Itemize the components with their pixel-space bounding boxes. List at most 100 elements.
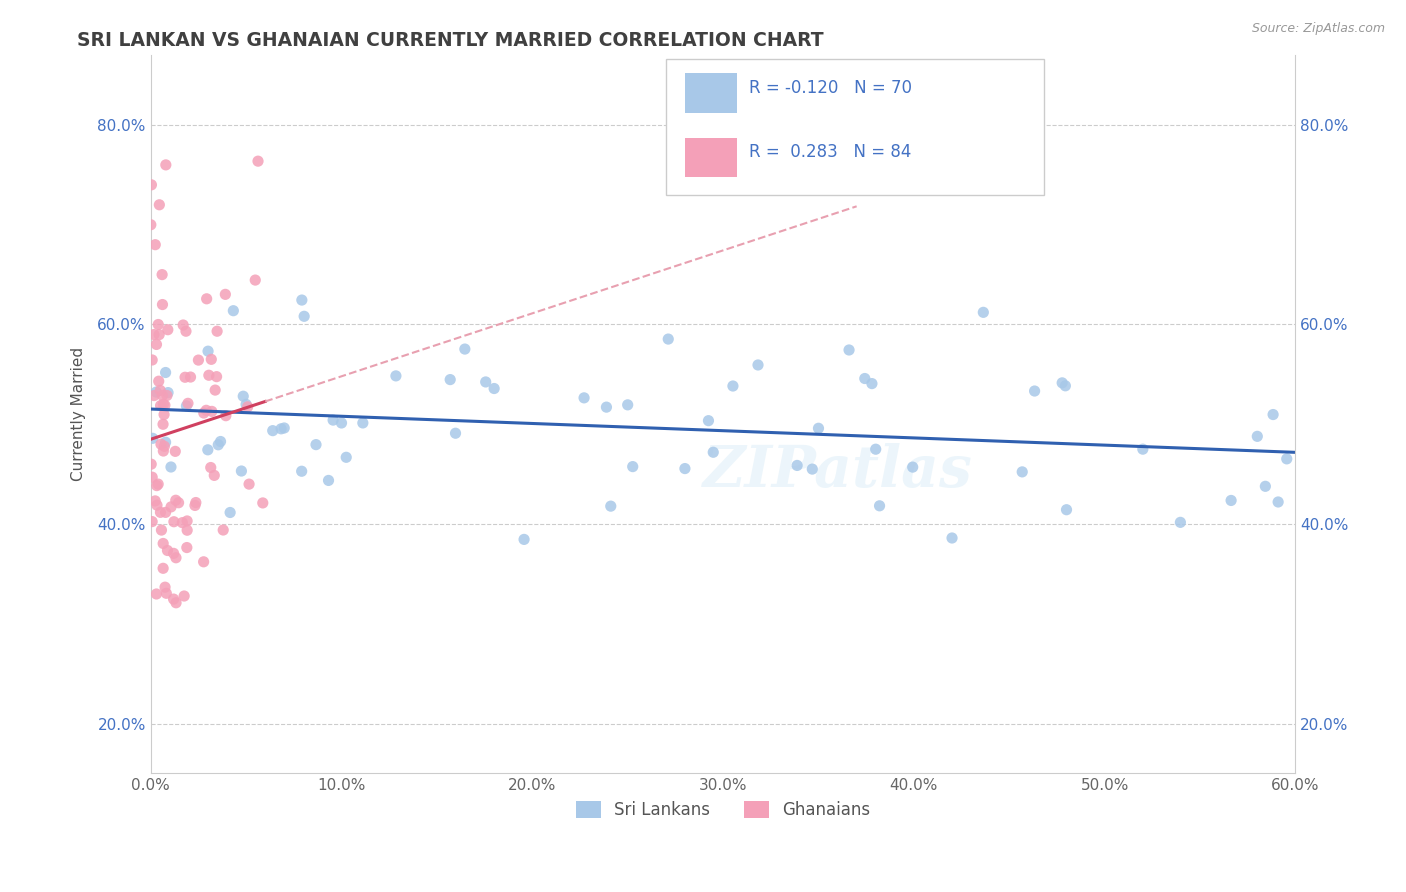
Point <box>174 324 197 338</box>
Point <box>444 426 467 441</box>
Point <box>204 383 226 397</box>
Point <box>167 496 190 510</box>
Point <box>1254 479 1277 493</box>
Point <box>1056 502 1078 516</box>
Point <box>305 437 328 451</box>
Point <box>152 536 174 550</box>
Point <box>1011 465 1033 479</box>
Point <box>153 408 176 422</box>
Point <box>187 353 209 368</box>
FancyBboxPatch shape <box>666 59 1043 195</box>
Point <box>155 158 177 172</box>
Point <box>176 541 198 555</box>
Text: SRI LANKAN VS GHANAIAN CURRENTLY MARRIED CORRELATION CHART: SRI LANKAN VS GHANAIAN CURRENTLY MARRIED… <box>77 31 824 50</box>
Point <box>172 318 194 332</box>
Point <box>195 292 218 306</box>
Point <box>330 416 353 430</box>
Point <box>1170 516 1192 530</box>
Point <box>143 237 166 252</box>
Point <box>1054 379 1077 393</box>
Point <box>152 444 174 458</box>
Point <box>262 424 284 438</box>
Point <box>238 477 260 491</box>
Point <box>853 371 876 385</box>
Point <box>1275 451 1298 466</box>
Bar <box>685 73 737 112</box>
Point <box>148 198 170 212</box>
Point <box>865 442 887 457</box>
Point <box>385 368 408 383</box>
Point <box>155 435 177 450</box>
Point <box>318 474 340 488</box>
Point <box>153 580 176 594</box>
Point <box>142 327 165 342</box>
Point <box>180 370 202 384</box>
Point <box>143 494 166 508</box>
Point <box>1267 495 1289 509</box>
Point <box>595 400 617 414</box>
Point <box>160 500 183 514</box>
Point <box>869 499 891 513</box>
Point <box>219 506 242 520</box>
Point <box>165 596 187 610</box>
Point <box>1024 384 1046 398</box>
Point <box>152 397 174 411</box>
Point <box>972 305 994 319</box>
Y-axis label: Currently Married: Currently Married <box>72 347 86 482</box>
Point <box>616 398 638 412</box>
Point <box>152 297 174 311</box>
Point <box>801 462 824 476</box>
Point <box>176 399 198 413</box>
Point <box>155 505 177 519</box>
Point <box>176 523 198 537</box>
Point <box>513 533 536 547</box>
Point <box>291 293 314 307</box>
Point <box>195 403 218 417</box>
Point <box>155 366 177 380</box>
Point <box>146 498 169 512</box>
Point <box>148 318 170 332</box>
Legend: Sri Lankans, Ghanaians: Sri Lankans, Ghanaians <box>569 795 877 826</box>
Point <box>807 421 830 435</box>
Point <box>232 389 254 403</box>
Point <box>156 543 179 558</box>
Point <box>145 478 167 492</box>
Point <box>184 495 207 509</box>
Point <box>148 327 170 342</box>
Point <box>149 437 172 451</box>
Text: ZIPatlas: ZIPatlas <box>703 443 973 500</box>
Point <box>152 388 174 402</box>
Point <box>205 324 228 338</box>
Point <box>941 531 963 545</box>
Point <box>142 431 165 445</box>
Text: R = -0.120   N = 70: R = -0.120 N = 70 <box>749 78 912 97</box>
Point <box>172 516 194 530</box>
Point <box>212 523 235 537</box>
Point <box>702 445 724 459</box>
Point <box>236 400 259 414</box>
Point <box>153 439 176 453</box>
Point <box>141 515 163 529</box>
Point <box>439 373 461 387</box>
Point <box>245 273 267 287</box>
Point <box>202 468 225 483</box>
Point <box>141 178 163 192</box>
Point <box>149 399 172 413</box>
Point <box>231 464 253 478</box>
Point <box>673 461 696 475</box>
Point <box>270 422 292 436</box>
Point <box>162 546 184 560</box>
Point <box>148 374 170 388</box>
Point <box>150 268 173 282</box>
Point <box>157 385 180 400</box>
Point <box>215 409 238 423</box>
Point <box>838 343 860 357</box>
Point <box>697 414 720 428</box>
Point <box>176 514 198 528</box>
Point <box>1261 408 1284 422</box>
Point <box>235 397 257 411</box>
Point <box>141 470 163 484</box>
Point <box>153 398 176 412</box>
Point <box>621 459 644 474</box>
Point <box>1220 493 1243 508</box>
